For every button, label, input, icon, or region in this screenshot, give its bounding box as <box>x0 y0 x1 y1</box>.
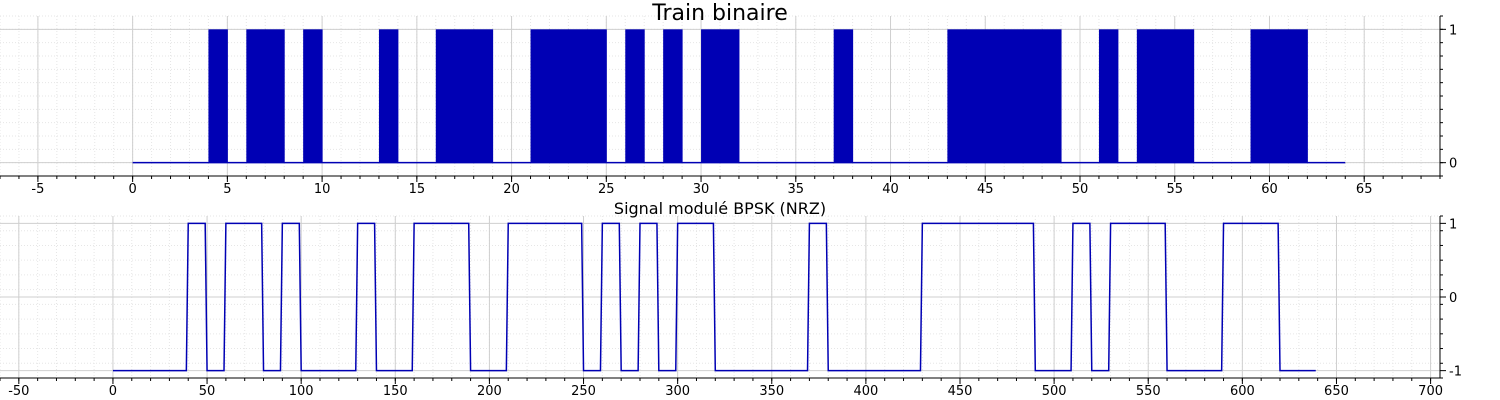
bpsk-signal-chart: -50 0 50 100 150 200 250 300 350 400 450 500 550 600 6… <box>0 199 1462 399</box>
bit-train-chart: -5 0 5 10 15 20 25 30 35 40 45 50 55 60 65 0 1 Train bin… <box>0 1 1457 197</box>
bit-bar <box>1004 29 1024 163</box>
bit-train-x-tick-label: 35 <box>788 182 805 197</box>
bit-bar <box>1155 29 1176 163</box>
bpsk-x-tick-label: -50 <box>8 384 29 399</box>
bit-bar <box>265 29 285 163</box>
bpsk-title: Signal modulé BPSK (NRZ) <box>614 199 826 218</box>
bpsk-x-tick-label: 650 <box>1324 384 1349 399</box>
bpsk-x-tick-label: 400 <box>853 384 878 399</box>
bit-bar <box>1023 29 1043 163</box>
bit-bar <box>701 29 721 163</box>
bit-bar <box>625 29 645 163</box>
bpsk-y-tick-label: -1 <box>1449 365 1462 380</box>
bit-bar <box>1250 29 1270 163</box>
bpsk-x-tick-label: 450 <box>948 384 973 399</box>
bit-bar <box>1042 29 1062 163</box>
bit-bar <box>720 29 740 163</box>
bpsk-signal-path <box>112 222 1316 372</box>
bit-train-x-tick-label: -5 <box>31 182 44 197</box>
bit-train-y-tick-label: 1 <box>1449 23 1457 38</box>
bpsk-x-tick-label: 300 <box>665 384 690 399</box>
bit-bar <box>303 29 323 163</box>
bpsk-x-tick-label: 200 <box>477 384 502 399</box>
bit-bar <box>246 29 266 163</box>
bit-bar <box>1136 29 1157 163</box>
bit-train-x-tick-label: 45 <box>977 182 994 197</box>
bpsk-y-tick-label: 1 <box>1449 217 1457 232</box>
bit-bar <box>435 29 456 163</box>
bit-train-x-tick-label: 50 <box>1072 182 1089 197</box>
bit-train-x-tick-label: 5 <box>223 182 231 197</box>
bit-bar <box>947 29 967 163</box>
bit-bar <box>530 29 550 163</box>
bit-train-x-tick-label: 55 <box>1166 182 1183 197</box>
bit-train-x-tick-label: 0 <box>128 182 136 197</box>
bit-train-x-tick-label: 20 <box>503 182 520 197</box>
bit-train-x-tick-label: 25 <box>598 182 615 197</box>
bpsk-axes: -50 0 50 100 150 200 250 300 350 400 450 500 550 600 6… <box>0 215 1462 399</box>
bpsk-x-tick-label: 0 <box>109 384 117 399</box>
bit-train-x-tick-label: 15 <box>409 182 426 197</box>
bit-bar <box>663 29 683 163</box>
bit-train-x-tick-label: 10 <box>314 182 331 197</box>
bit-train-x-tick-label: 30 <box>693 182 710 197</box>
bit-bar <box>1098 29 1119 163</box>
bpsk-x-tick-label: 500 <box>1042 384 1067 399</box>
bpsk-x-tick-label: 50 <box>199 384 216 399</box>
bpsk-x-tick-label: 150 <box>383 384 408 399</box>
bpsk-x-tick-label: 100 <box>289 384 314 399</box>
bit-train-bars <box>132 29 1346 164</box>
bit-train-x-tick-label: 60 <box>1261 182 1278 197</box>
bpsk-x-tick-label: 350 <box>759 384 784 399</box>
bpsk-x-tick-label: 250 <box>571 384 596 399</box>
bit-train-title: Train binaire <box>651 1 788 26</box>
bit-bar <box>966 29 986 163</box>
bit-bar <box>1288 29 1308 163</box>
bpsk-x-tick-label: 600 <box>1230 384 1255 399</box>
bit-train-axes: -5 0 5 10 15 20 25 30 35 40 45 50 55 60 65 0 1 <box>0 15 1457 197</box>
bpsk-line <box>112 222 1316 372</box>
bit-bar <box>549 29 569 163</box>
bit-bar <box>473 29 494 163</box>
bpsk-x-tick-label: 550 <box>1136 384 1161 399</box>
bit-bar <box>587 29 607 163</box>
bit-train-x-tick-label: 65 <box>1356 182 1373 197</box>
bit-bar <box>454 29 475 163</box>
bit-train-x-tick-label: 40 <box>882 182 899 197</box>
bpsk-y-tick-label: 0 <box>1449 291 1457 306</box>
bit-train-y-tick-label: 0 <box>1449 157 1457 172</box>
bit-bar <box>378 29 399 163</box>
bit-bar <box>208 29 228 163</box>
bit-bar <box>1269 29 1289 163</box>
bit-bar <box>833 29 854 163</box>
bit-bar <box>568 29 588 163</box>
bit-bar <box>1174 29 1195 163</box>
bpsk-x-tick-label: 700 <box>1418 384 1443 399</box>
bit-bar <box>985 29 1005 163</box>
